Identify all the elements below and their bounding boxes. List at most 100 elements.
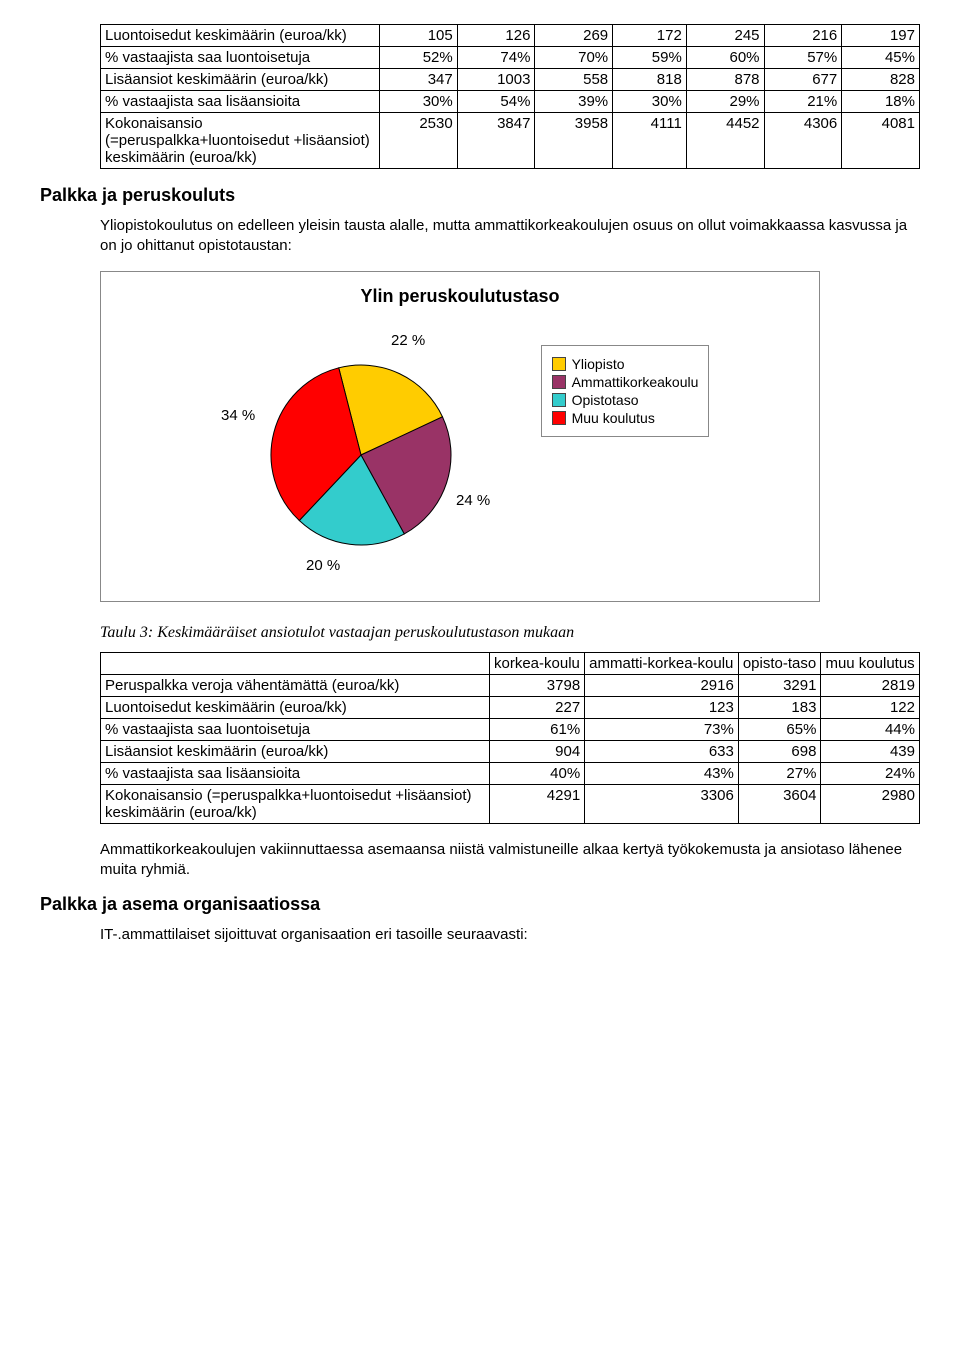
cell-value: 3798 bbox=[490, 674, 585, 696]
cell-value: 61% bbox=[490, 718, 585, 740]
cell-value: 70% bbox=[535, 47, 613, 69]
chart-title: Ylin peruskoulutustaso bbox=[119, 286, 801, 307]
cell-value: 57% bbox=[764, 47, 842, 69]
paragraph-it: IT-.ammattilaiset sijoittuvat organisaat… bbox=[40, 925, 920, 945]
cell-value: 818 bbox=[613, 69, 687, 91]
cell-value: 439 bbox=[821, 740, 920, 762]
cell-value: 40% bbox=[490, 762, 585, 784]
pie-chart: 22 %24 %20 %34 % bbox=[211, 315, 511, 579]
cell-value: 197 bbox=[842, 25, 920, 47]
cell-value: 1003 bbox=[457, 69, 535, 91]
paragraph-amk: Ammattikorkeakoulujen vakiinnuttaessa as… bbox=[40, 840, 920, 881]
table-row: % vastaajista saa luontoisetuja61%73%65%… bbox=[101, 718, 920, 740]
section-title-palkka-asema: Palkka ja asema organisaatiossa bbox=[40, 894, 920, 915]
cell-value: 172 bbox=[613, 25, 687, 47]
cell-value: 216 bbox=[764, 25, 842, 47]
table-row: % vastaajista saa lisäansioita30%54%39%3… bbox=[101, 91, 920, 113]
table-row: Lisäansiot keskimäärin (euroa/kk)9046336… bbox=[101, 740, 920, 762]
cell-value: 3291 bbox=[738, 674, 821, 696]
section-title-palkka-peruskoulutus: Palkka ja peruskouluts bbox=[40, 185, 920, 206]
legend-label: Muu koulutus bbox=[572, 410, 655, 426]
table-row: Lisäansiot keskimäärin (euroa/kk)3471003… bbox=[101, 69, 920, 91]
cell-value: 52% bbox=[380, 47, 458, 69]
table-row: Peruspalkka veroja vähentämättä (euroa/k… bbox=[101, 674, 920, 696]
cell-value: 44% bbox=[821, 718, 920, 740]
row-label: % vastaajista saa luontoisetuja bbox=[101, 47, 380, 69]
row-label: Peruspalkka veroja vähentämättä (euroa/k… bbox=[101, 674, 490, 696]
column-header: opisto-taso bbox=[738, 652, 821, 674]
cell-value: 65% bbox=[738, 718, 821, 740]
legend-label: Opistotaso bbox=[572, 392, 639, 408]
cell-value: 4452 bbox=[686, 113, 764, 169]
row-label: Luontoisedut keskimäärin (euroa/kk) bbox=[101, 696, 490, 718]
cell-value: 878 bbox=[686, 69, 764, 91]
row-label: % vastaajista saa lisäansioita bbox=[101, 91, 380, 113]
chart-container: Ylin peruskoulutustaso 22 %24 %20 %34 % … bbox=[100, 271, 820, 602]
cell-value: 39% bbox=[535, 91, 613, 113]
table3-caption: Taulu 3: Keskimääräiset ansiotulot vasta… bbox=[100, 624, 920, 642]
legend-item: Yliopisto bbox=[552, 356, 699, 372]
cell-value: 122 bbox=[821, 696, 920, 718]
legend-swatch bbox=[552, 411, 566, 425]
table-row: % vastaajista saa lisäansioita40%43%27%2… bbox=[101, 762, 920, 784]
legend-swatch bbox=[552, 393, 566, 407]
cell-value: 269 bbox=[535, 25, 613, 47]
cell-value: 30% bbox=[613, 91, 687, 113]
column-header: muu koulutus bbox=[821, 652, 920, 674]
cell-value: 123 bbox=[585, 696, 739, 718]
column-header bbox=[101, 652, 490, 674]
pie-pct-label: 22 % bbox=[391, 332, 425, 349]
cell-value: 54% bbox=[457, 91, 535, 113]
cell-value: 60% bbox=[686, 47, 764, 69]
cell-value: 633 bbox=[585, 740, 739, 762]
row-label: Lisäansiot keskimäärin (euroa/kk) bbox=[101, 740, 490, 762]
table-row: % vastaajista saa luontoisetuja52%74%70%… bbox=[101, 47, 920, 69]
legend-item: Ammattikorkeakoulu bbox=[552, 374, 699, 390]
legend-swatch bbox=[552, 375, 566, 389]
cell-value: 4111 bbox=[613, 113, 687, 169]
cell-value: 904 bbox=[490, 740, 585, 762]
cell-value: 27% bbox=[738, 762, 821, 784]
cell-value: 43% bbox=[585, 762, 739, 784]
cell-value: 245 bbox=[686, 25, 764, 47]
paragraph-intro: Yliopistokoulutus on edelleen yleisin ta… bbox=[40, 216, 920, 257]
table-row: Luontoisedut keskimäärin (euroa/kk)10512… bbox=[101, 25, 920, 47]
cell-value: 4081 bbox=[842, 113, 920, 169]
cell-value: 59% bbox=[613, 47, 687, 69]
pie-pct-label: 24 % bbox=[456, 492, 490, 509]
column-header: ammatti-korkea-koulu bbox=[585, 652, 739, 674]
pie-pct-label: 20 % bbox=[306, 557, 340, 574]
cell-value: 21% bbox=[764, 91, 842, 113]
cell-value: 183 bbox=[738, 696, 821, 718]
legend-swatch bbox=[552, 357, 566, 371]
cell-value: 30% bbox=[380, 91, 458, 113]
row-label: Kokonaisansio (=peruspalkka+luontoisedut… bbox=[101, 113, 380, 169]
table-ansiot-3: korkea-kouluammatti-korkea-kouluopisto-t… bbox=[100, 652, 920, 824]
cell-value: 74% bbox=[457, 47, 535, 69]
cell-value: 3958 bbox=[535, 113, 613, 169]
cell-value: 73% bbox=[585, 718, 739, 740]
cell-value: 227 bbox=[490, 696, 585, 718]
table-row: Kokonaisansio (=peruspalkka+luontoisedut… bbox=[101, 784, 920, 823]
cell-value: 558 bbox=[535, 69, 613, 91]
cell-value: 126 bbox=[457, 25, 535, 47]
cell-value: 29% bbox=[686, 91, 764, 113]
row-label: Luontoisedut keskimäärin (euroa/kk) bbox=[101, 25, 380, 47]
cell-value: 2530 bbox=[380, 113, 458, 169]
cell-value: 24% bbox=[821, 762, 920, 784]
legend-label: Ammattikorkeakoulu bbox=[572, 374, 699, 390]
row-label: Lisäansiot keskimäärin (euroa/kk) bbox=[101, 69, 380, 91]
table-row: Luontoisedut keskimäärin (euroa/kk)22712… bbox=[101, 696, 920, 718]
cell-value: 45% bbox=[842, 47, 920, 69]
cell-value: 105 bbox=[380, 25, 458, 47]
cell-value: 3847 bbox=[457, 113, 535, 169]
cell-value: 698 bbox=[738, 740, 821, 762]
cell-value: 2819 bbox=[821, 674, 920, 696]
row-label: Kokonaisansio (=peruspalkka+luontoisedut… bbox=[101, 784, 490, 823]
cell-value: 2916 bbox=[585, 674, 739, 696]
row-label: % vastaajista saa luontoisetuja bbox=[101, 718, 490, 740]
row-label: % vastaajista saa lisäansioita bbox=[101, 762, 490, 784]
cell-value: 828 bbox=[842, 69, 920, 91]
cell-value: 3306 bbox=[585, 784, 739, 823]
table-header-row: korkea-kouluammatti-korkea-kouluopisto-t… bbox=[101, 652, 920, 674]
